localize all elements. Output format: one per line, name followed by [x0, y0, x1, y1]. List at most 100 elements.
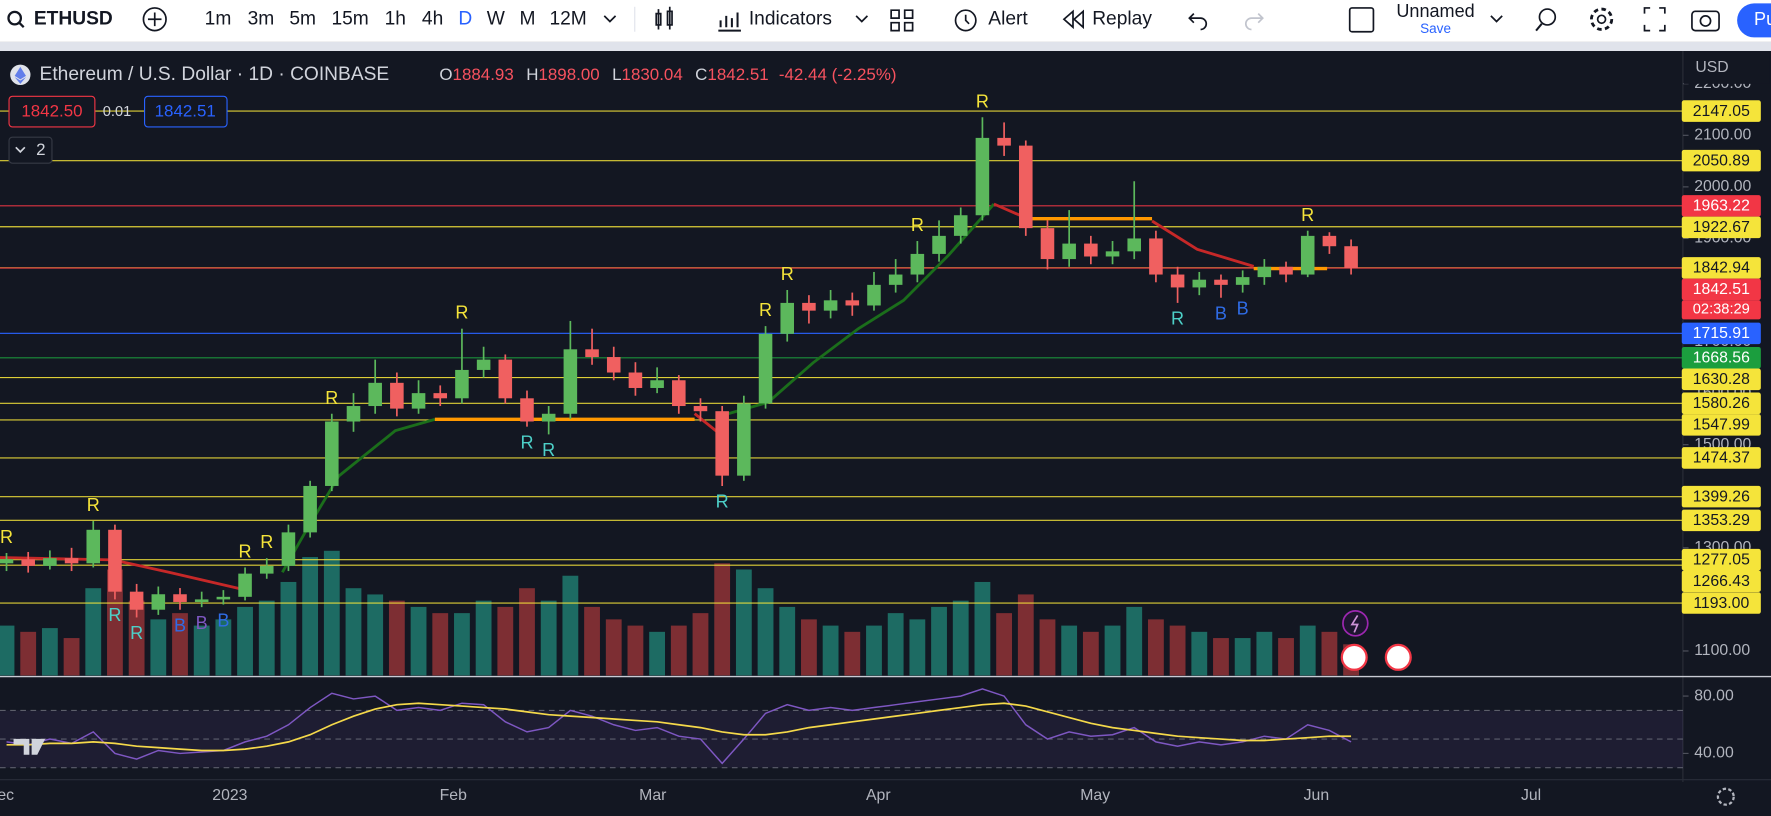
- alert-button[interactable]: Alert: [988, 8, 1028, 29]
- signal: R: [976, 91, 989, 111]
- candle-body: [346, 406, 361, 422]
- x-tick-label: Jun: [1304, 787, 1329, 804]
- level-label: 1963.22: [1693, 198, 1750, 215]
- add-symbol[interactable]: [142, 7, 167, 32]
- interval[interactable]: 4h: [422, 8, 443, 29]
- volume-bar: [1104, 625, 1121, 676]
- ask-box[interactable]: [144, 95, 228, 128]
- level-label: 1277.05: [1693, 551, 1750, 568]
- level-label: 1922.67: [1693, 219, 1750, 236]
- interval[interactable]: 12M: [549, 8, 586, 29]
- candle-body: [1084, 243, 1098, 257]
- level-label: 1842.51: [1693, 281, 1750, 298]
- volume-bar: [280, 581, 297, 676]
- candle-body: [173, 594, 187, 602]
- logo: [13, 738, 46, 755]
- volume-bar: [172, 613, 188, 676]
- axis-settings[interactable]: [1716, 787, 1735, 806]
- candle-body: [758, 333, 773, 404]
- x-tick-label: Feb: [440, 787, 467, 804]
- candle-body: [303, 485, 317, 533]
- candle-body: [86, 529, 101, 564]
- volume-bar: [1213, 638, 1229, 676]
- undo[interactable]: [1188, 12, 1208, 31]
- symbol[interactable]: ETHUSD: [34, 8, 113, 29]
- interval-menu[interactable]: [603, 15, 617, 23]
- interval[interactable]: 1h: [385, 8, 406, 29]
- publish-label[interactable]: Pu: [1754, 9, 1771, 29]
- volume-bar: [345, 588, 362, 676]
- candle-body: [21, 559, 35, 566]
- screenshot-icon[interactable]: [1691, 10, 1720, 32]
- layout-name[interactable]: Unnamed: [1396, 1, 1474, 21]
- signal: R: [542, 440, 555, 460]
- candle-body: [845, 300, 860, 306]
- ohlc-value: 1898.00: [538, 65, 599, 84]
- search-chart-handle: [1535, 23, 1543, 32]
- candle-body: [975, 137, 990, 216]
- interval[interactable]: 15m: [331, 8, 368, 29]
- layout-square[interactable]: [1348, 7, 1375, 33]
- layout-icon[interactable]: [890, 9, 914, 32]
- indicators-menu[interactable]: [855, 15, 869, 23]
- interval[interactable]: 3m: [248, 8, 275, 29]
- volume-bar: [887, 613, 904, 676]
- candle-body: [802, 302, 816, 311]
- candle-body: [1040, 228, 1055, 260]
- signal: R: [0, 527, 13, 547]
- event-us[interactable]: [1340, 643, 1368, 671]
- intervals: 1m 3m 5m 15m 1h 4h D W M 12M: [205, 8, 587, 29]
- level-label: 1630.28: [1693, 371, 1750, 388]
- volume-bar: [670, 625, 687, 676]
- volume-bar: [1256, 631, 1273, 676]
- interval[interactable]: 5m: [289, 8, 316, 29]
- indicators-button[interactable]: Indicators: [749, 8, 832, 29]
- candle-body: [715, 411, 729, 476]
- volume-bar: [0, 625, 15, 676]
- trend-down: [1151, 219, 1255, 268]
- indicators-icon: [718, 12, 741, 32]
- layout-menu[interactable]: [1490, 15, 1503, 23]
- volume-bar: [605, 619, 622, 676]
- trend-up: [281, 417, 436, 574]
- redo[interactable]: [1245, 12, 1264, 31]
- bid-box[interactable]: [8, 95, 96, 128]
- fullscreen-icon[interactable]: [1643, 7, 1666, 32]
- save-label[interactable]: Save: [1420, 21, 1451, 36]
- signal: B: [1215, 304, 1227, 324]
- event-us[interactable]: [1384, 643, 1412, 671]
- volume-bar: [107, 569, 123, 676]
- candle-body: [390, 382, 404, 409]
- replay-icon: [1062, 9, 1085, 30]
- candle-body: [1019, 145, 1033, 229]
- candle-body: [411, 393, 426, 409]
- indicator-toggle[interactable]: [8, 136, 53, 164]
- candle-body: [151, 594, 166, 610]
- interval[interactable]: M: [519, 8, 535, 29]
- rsi-tick-label: 40.00: [1694, 745, 1734, 762]
- signal: R: [1171, 309, 1184, 329]
- volume-bar: [584, 606, 600, 676]
- signal: R: [759, 300, 772, 320]
- interval[interactable]: W: [487, 8, 506, 29]
- publish-button[interactable]: [1737, 3, 1771, 38]
- bid[interactable]: 1842.50: [21, 102, 82, 121]
- volume-bar: [237, 606, 253, 676]
- search-icon[interactable]: [7, 10, 23, 26]
- settings-icon[interactable]: [1590, 7, 1614, 31]
- chart-type-icon[interactable]: [655, 6, 673, 30]
- replay-button[interactable]: Replay: [1092, 8, 1152, 29]
- interval[interactable]: 1m: [205, 8, 232, 29]
- event-flash[interactable]: [1342, 610, 1369, 637]
- signal: R: [108, 605, 121, 625]
- candle-body: [867, 284, 881, 306]
- legend: Ethereum / U.S. Dollar · 1D · COINBASE O…: [8, 64, 897, 164]
- add-symbol-plus: [147, 12, 162, 27]
- candle-body: [888, 274, 903, 285]
- ask[interactable]: 1842.51: [155, 102, 216, 121]
- volume-bar: [432, 613, 449, 676]
- search-chart-icon[interactable]: [1538, 8, 1557, 26]
- interval[interactable]: D: [458, 8, 472, 29]
